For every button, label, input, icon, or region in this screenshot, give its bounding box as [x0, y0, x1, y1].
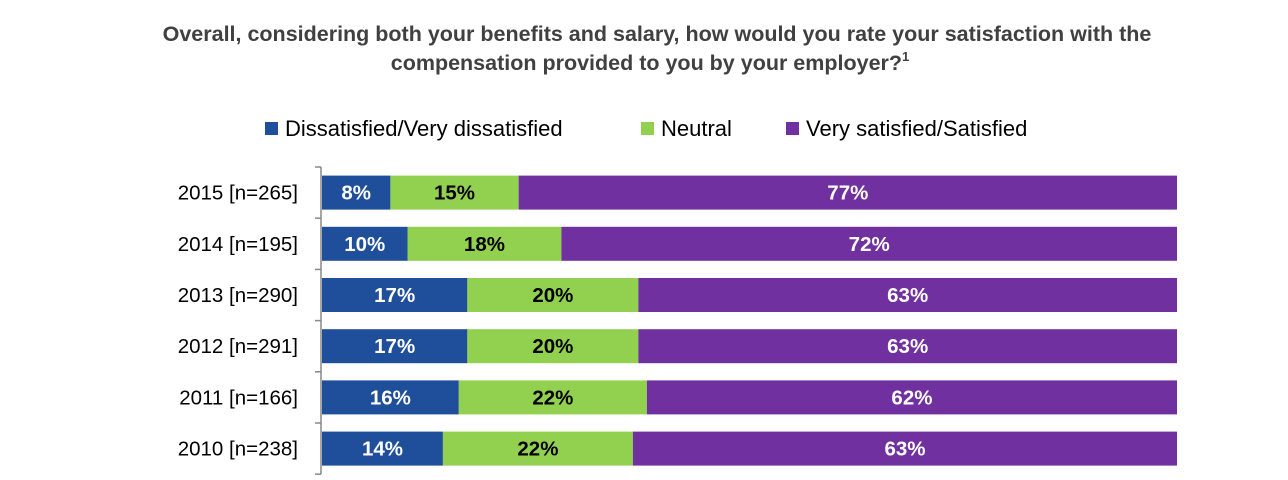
- data-label: 16%: [370, 386, 411, 409]
- legend-swatch: [265, 122, 278, 135]
- legend-label: Very satisfied/Satisfied: [806, 116, 1027, 141]
- data-label: 77%: [827, 182, 868, 205]
- bar-segment: [390, 175, 519, 210]
- category-label: 2010 [n=238]: [178, 438, 298, 461]
- data-label: 15%: [434, 182, 475, 205]
- legend-label: Neutral: [661, 116, 732, 141]
- bar-segment: [458, 380, 647, 415]
- category-label: 2013 [n=290]: [178, 284, 298, 307]
- title-superscript: 1: [902, 49, 909, 64]
- bar-segment: [561, 226, 1177, 261]
- data-label: 22%: [532, 386, 573, 409]
- bar-segment: [638, 329, 1177, 364]
- category-label: 2012 [n=291]: [178, 335, 298, 358]
- legend-swatch: [786, 122, 799, 135]
- bar-segment: [467, 278, 639, 312]
- bar-segment: [518, 175, 1177, 210]
- data-label: 18%: [464, 233, 505, 256]
- bar-segment: [638, 278, 1177, 312]
- bar-segment: [322, 329, 468, 364]
- category-label: 2014 [n=195]: [178, 233, 298, 256]
- category-label: 2015 [n=265]: [178, 182, 298, 205]
- data-label: 63%: [887, 335, 928, 358]
- bar-segment: [322, 380, 459, 415]
- chart-title-line-1: Overall, considering both your benefits …: [163, 22, 1152, 46]
- data-label: 20%: [532, 335, 573, 358]
- legend-label: Dissatisfied/Very dissatisfied: [285, 116, 563, 141]
- data-label: 62%: [891, 386, 932, 409]
- bar-segment: [407, 226, 562, 261]
- data-label: 17%: [374, 335, 415, 358]
- data-label: 8%: [341, 182, 371, 205]
- data-label: 14%: [362, 438, 403, 461]
- bar-segment: [322, 175, 391, 210]
- data-label: 63%: [887, 284, 928, 307]
- legend: Dissatisfied/Very dissatisfied Neutral Ver…: [265, 116, 1027, 141]
- bar-segment: [632, 431, 1177, 466]
- bar-segment: [467, 329, 639, 364]
- data-label: 20%: [532, 284, 573, 307]
- bar-segment: [322, 278, 468, 312]
- data-label: 17%: [374, 284, 415, 307]
- data-label: 10%: [344, 233, 385, 256]
- chart-title-line-2: compensation provided to you by your emp…: [391, 49, 910, 75]
- bar-segment: [322, 431, 443, 466]
- bars: 8% 15% 77% 10% 18% 72% 17% 20% 63% 17% 20% 63% 16% 22…: [322, 175, 1177, 466]
- bar-segment: [322, 226, 408, 261]
- category-label: 2011 [n=166]: [179, 386, 298, 409]
- bar-segment: [442, 431, 633, 466]
- data-label: 63%: [884, 438, 925, 461]
- data-label: 72%: [849, 233, 890, 256]
- category-axis: 2015 [n=265] 2014 [n=195] 2013 [n=290] 2012…: [178, 166, 322, 475]
- data-label: 22%: [517, 438, 558, 461]
- bar-segment: [646, 380, 1177, 415]
- legend-swatch: [641, 122, 654, 135]
